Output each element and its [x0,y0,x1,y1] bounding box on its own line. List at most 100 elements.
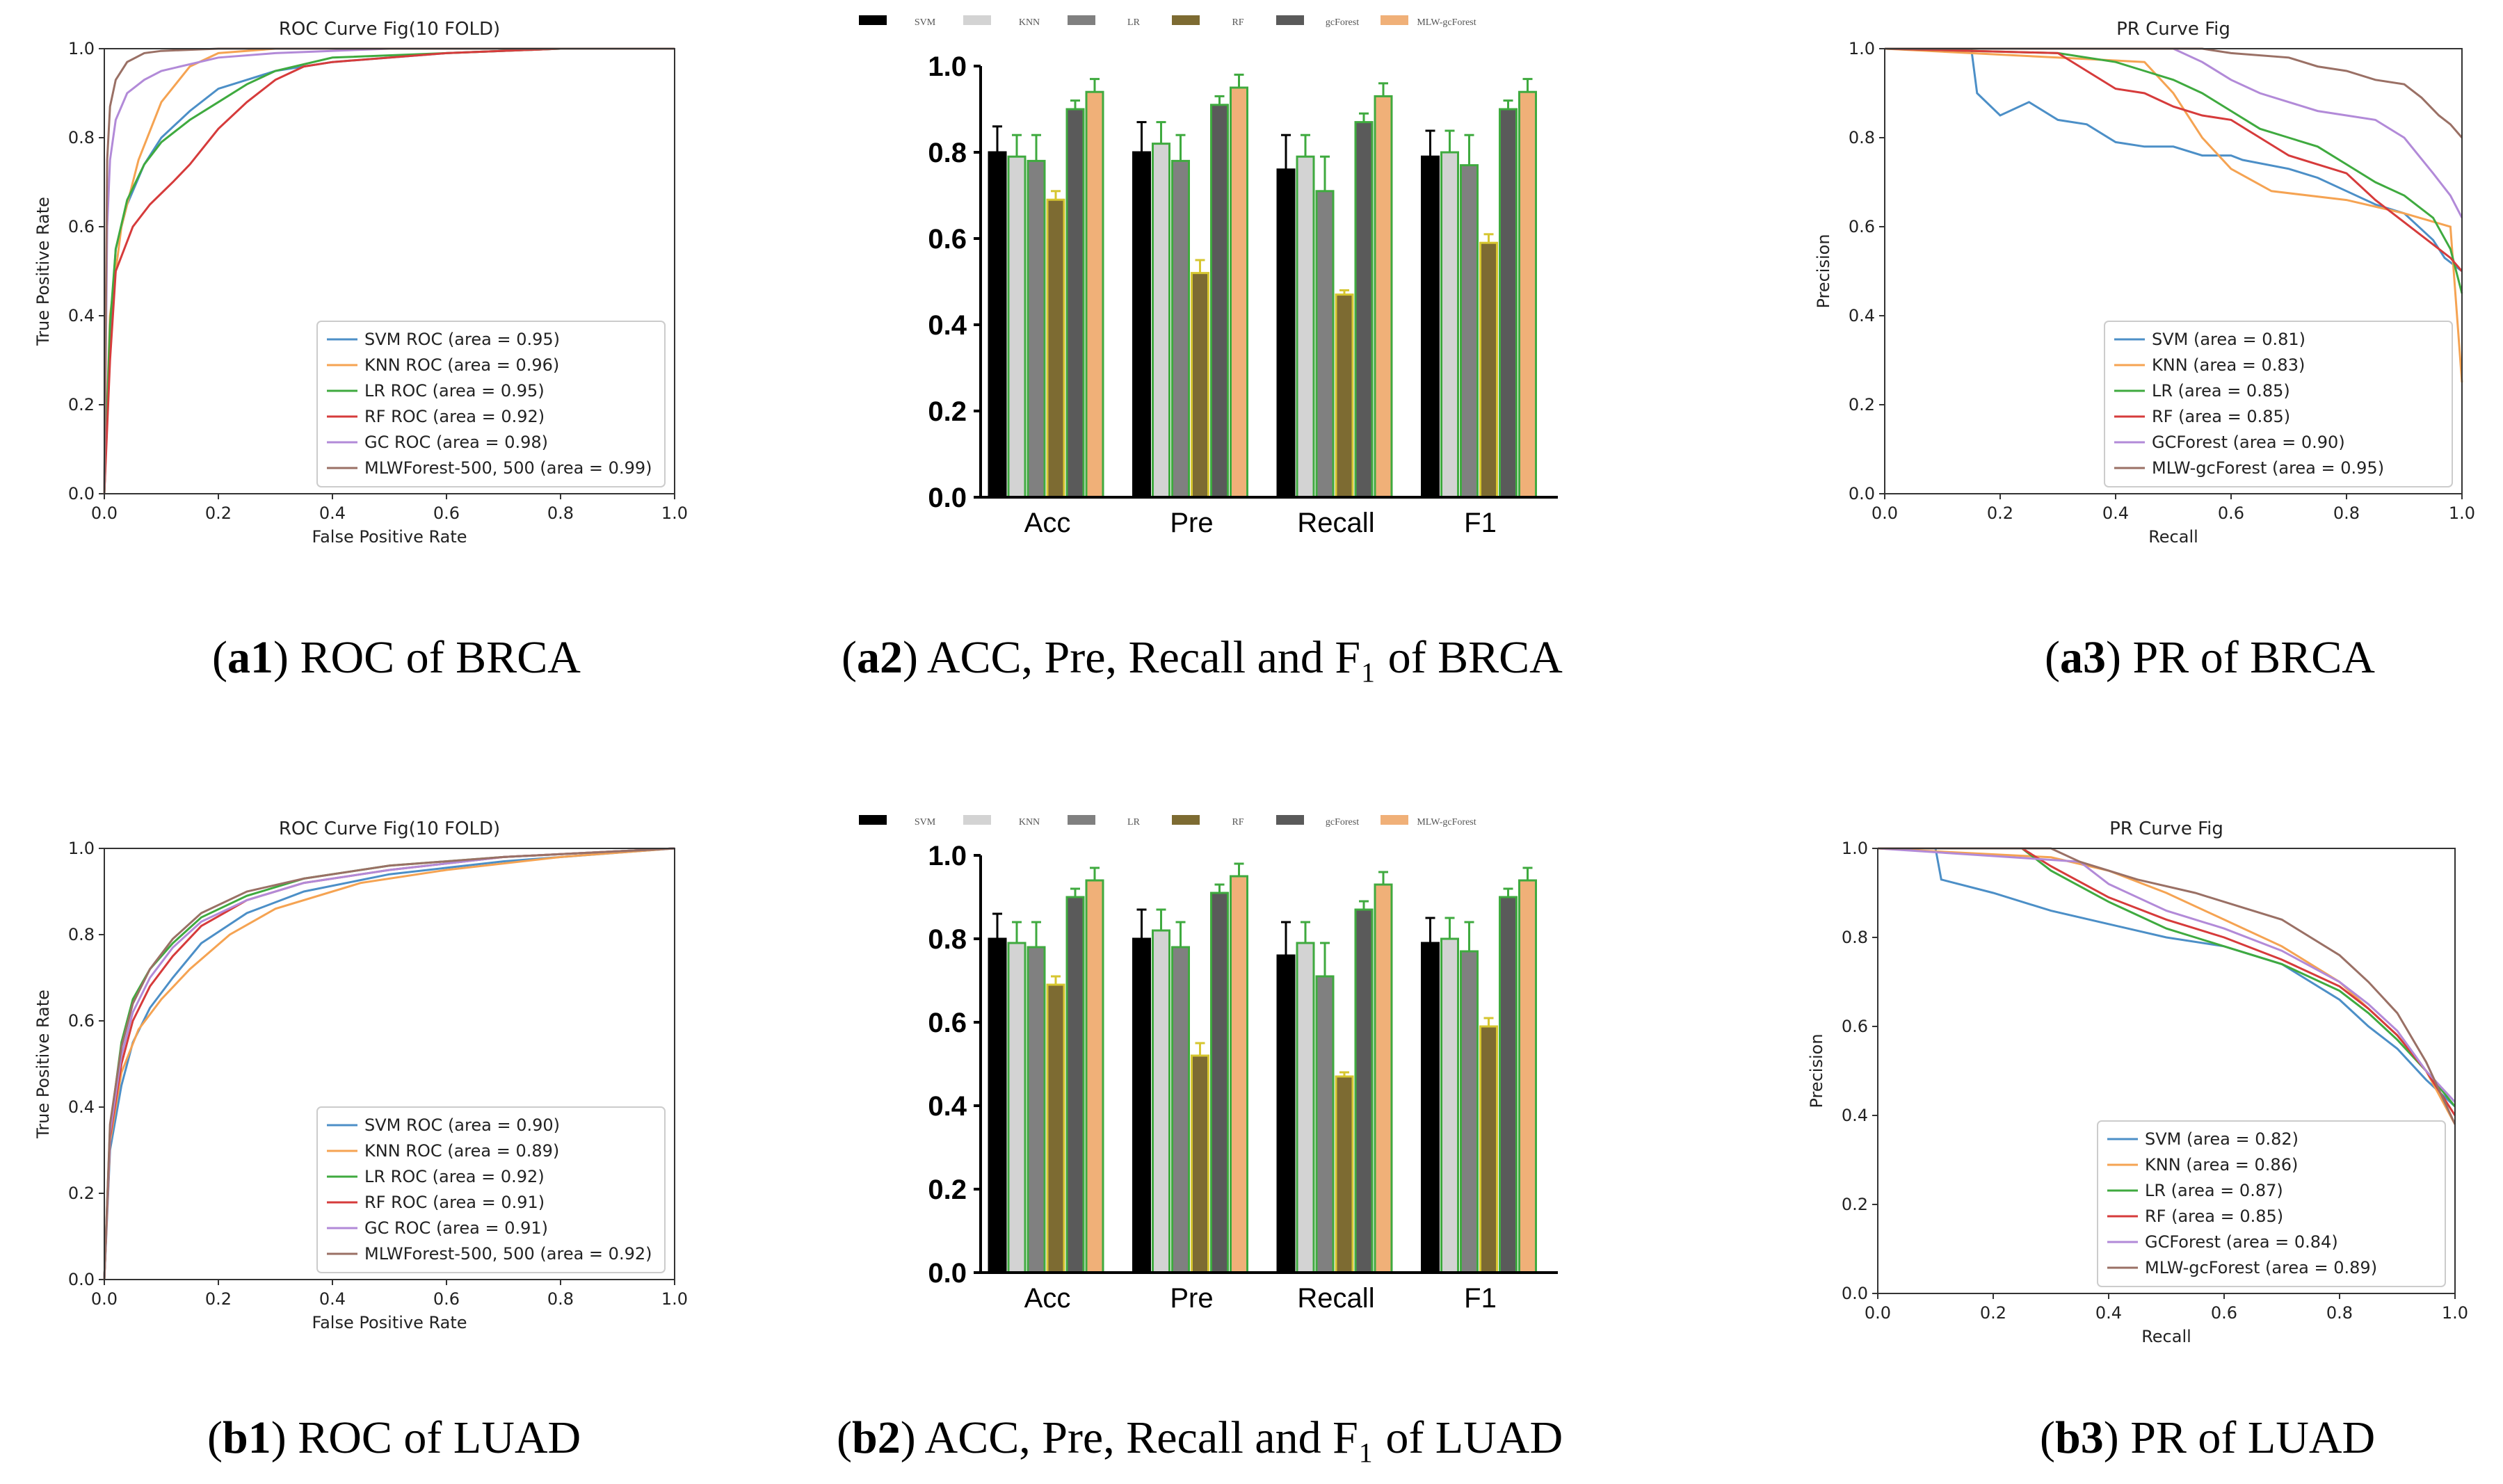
bar [1085,90,1104,499]
x-category-label: F1 [1464,508,1497,538]
bar [1210,892,1229,1274]
legend-entry: KNN (area = 0.86) [2145,1155,2298,1175]
bar [1132,151,1151,499]
y-tick-label: 0.6 [1849,217,1875,236]
y-tick-label: 0.4 [928,310,967,341]
y-tick-label: 0.6 [1842,1017,1868,1036]
caption-a1: (a1) ROC of BRCA [212,632,581,683]
x-category-label: Pre [1170,508,1213,538]
bar [1007,942,1027,1274]
legend-swatch [859,15,887,25]
y-tick-label: 1.0 [1849,39,1875,58]
legend-entry: MLW-gcForest [1417,17,1476,28]
x-category-label: Acc [1024,508,1071,538]
series-line [103,847,675,1280]
panel-a1: ROC Curve Fig(10 FOLD) 0.0 0.2 0.4 0.6 0.8 1.0… [0,0,835,661]
series-line [1878,847,2456,1125]
x-category-label: F1 [1464,1283,1497,1314]
x-tick-label: 0.4 [2102,503,2129,523]
plot-frame [104,48,675,494]
chart-title: PR Curve Fig [2116,19,2230,40]
legend-entry: MLW-gcForest (area = 0.95) [2152,458,2384,478]
y-tick-label: 1.0 [928,841,967,871]
legend-entry: LR (area = 0.85) [2152,381,2290,401]
legend-entry: RF (area = 0.85) [2152,407,2290,426]
series-line [103,847,675,1280]
bar [1230,86,1248,499]
x-tick-label: 0.4 [319,503,346,523]
x-tick-label: 0.2 [1980,1303,2006,1323]
bar [1518,90,1537,499]
series-line [103,847,675,1280]
plot-frame [1877,848,2456,1294]
legend-entry: RF ROC (area = 0.92) [364,407,545,426]
y-tick-label: 0.2 [68,1184,95,1203]
x-tick-label: 0.0 [91,1289,118,1309]
bar [1460,950,1479,1274]
legend-entry: LR (area = 0.87) [2145,1181,2283,1200]
bar [1065,108,1085,499]
bar [1065,896,1085,1274]
legend-entry: LR ROC (area = 0.92) [364,1167,545,1186]
legend-entry: KNN ROC (area = 0.89) [364,1141,559,1161]
bar [1499,896,1518,1274]
y-tick-label: 0.6 [928,1008,967,1038]
legend-entry: GC ROC (area = 0.98) [364,433,548,452]
bar [988,151,1007,499]
y-tick-label: 0.0 [928,1258,967,1289]
chart-b3: PR Curve Fig 0.0 0.2 0.4 0.6 0.8 1.0 0.0 0.2 0.4 0… [1807,818,2468,1346]
legend-entry: RF [1232,817,1244,828]
x-tick-label: 0.4 [319,1289,346,1309]
bar [1152,929,1170,1274]
legend-entry: SVM (area = 0.82) [2145,1129,2299,1149]
x-tick-label: 0.8 [547,503,574,523]
y-tick-label: 0.2 [928,396,967,427]
x-tick-label: 0.8 [547,1289,574,1309]
y-tick-label: 0.2 [1849,395,1875,414]
chart-title: PR Curve Fig [2109,818,2223,839]
chart-a1: ROC Curve Fig(10 FOLD) 0.0 0.2 0.4 0.6 0.8 1.0… [33,19,688,547]
bar [1296,942,1315,1274]
y-tick-label: 0.8 [1849,128,1875,147]
bar [1191,272,1209,499]
legend-entry: GCForest (area = 0.84) [2145,1232,2338,1252]
y-tick-label: 0.6 [928,224,967,255]
legend-entry: MLWForest-500, 500 (area = 0.99) [364,458,652,478]
bar [1007,155,1027,499]
bar [1354,908,1374,1274]
bar [1335,293,1354,499]
bar [1152,143,1170,499]
bar [1276,168,1296,499]
series-line [1878,847,2456,1108]
caption-b1: (b1) ROC of LUAD [207,1412,581,1463]
legend-entry: gcForest [1326,817,1359,828]
x-tick-label: 0.2 [1987,503,2013,523]
bar [1374,883,1393,1274]
y-tick-label: 0.8 [928,924,967,955]
series-line [1885,47,2463,218]
bar [1374,95,1393,499]
y-tick-label: 1.0 [928,51,967,82]
y-tick-label: 0.4 [68,306,95,325]
chart-a2: SVM KNN LR RF gcForest MLW-gcForest 0.0 0.2 0.4 0… [859,15,1558,538]
x-tick-label: 0.0 [91,503,118,523]
bar [1210,104,1229,499]
series-line [103,47,675,494]
x-tick-label: 0.0 [1865,1303,1891,1323]
series-line [103,847,675,1280]
y-tick-label: 0.4 [1849,306,1875,325]
x-tick-label: 1.0 [661,503,688,523]
y-tick-label: 0.6 [68,217,95,236]
plot-frame [104,848,675,1280]
x-category-label: Acc [1024,1283,1071,1314]
legend-entry: LR [1127,17,1141,28]
y-tick-label: 0.0 [1849,484,1875,503]
legend-entry: RF [1232,17,1244,28]
bar [988,937,1007,1274]
bar [1460,164,1479,499]
caption-b2: (b2) ACC, Pre, Recall and F₁ of LUAD [837,1412,1563,1463]
bar [1191,1054,1209,1274]
legend-entry: MLW-gcForest [1417,817,1476,828]
x-category-label: Pre [1170,1283,1213,1314]
series-line [1885,47,2463,138]
